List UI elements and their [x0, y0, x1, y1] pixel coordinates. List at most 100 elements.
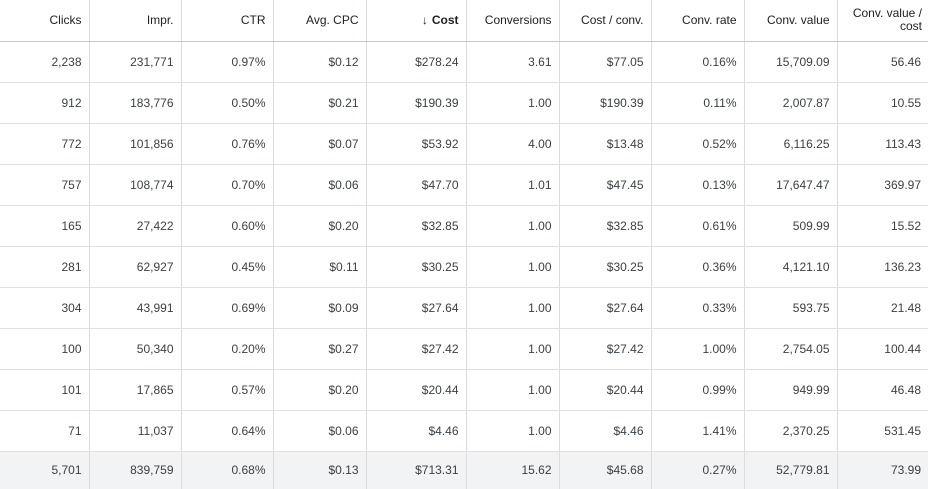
cell-cost: $190.39 [366, 82, 467, 124]
cell-clicks: 757 [0, 164, 90, 206]
cell-conversions: 1.00 [466, 410, 560, 452]
cell-conv-value: 17,647.47 [744, 164, 838, 206]
cell-ctr: 0.76% [181, 123, 274, 165]
cell-cost: $4.46 [366, 410, 467, 452]
cell-conv-value-per-cost: 15.52 [837, 205, 928, 247]
table-row[interactable]: 71 11,037 0.64% $0.06 $4.46 1.00 $4.46 1.41% 2,3… [0, 410, 928, 452]
column-header-conv-value-per-cost[interactable]: Conv. value / cost [837, 0, 928, 42]
column-header-conv-rate[interactable]: Conv. rate [651, 0, 745, 42]
cell-conv-rate: 1.41% [651, 410, 745, 452]
cell-ctr: 0.70% [181, 164, 274, 206]
cell-avg-cpc: $0.27 [273, 328, 367, 370]
cell-conv-value: 2,007.87 [744, 82, 838, 124]
cell-conversions: 3.61 [466, 41, 560, 83]
column-header-label: Cost [431, 12, 459, 27]
cell-ctr: 0.60% [181, 205, 274, 247]
cell-conv-value-per-cost: 531.45 [837, 410, 928, 452]
cell-cost-per-conv: $30.25 [559, 246, 652, 288]
cell-conv-value-per-cost: 113.43 [837, 123, 928, 165]
table-row[interactable]: 912 183,776 0.50% $0.21 $190.39 1.00 $190.39 0.… [0, 82, 928, 124]
cell-clicks: 165 [0, 205, 90, 247]
cell-clicks: 304 [0, 287, 90, 329]
cell-cost-per-conv: $32.85 [559, 205, 652, 247]
cell-conv-value: 509.99 [744, 205, 838, 247]
cell-avg-cpc: $0.11 [273, 246, 367, 288]
cell-conv-value: 15,709.09 [744, 41, 838, 83]
table-row[interactable]: 101 17,865 0.57% $0.20 $20.44 1.00 $20.44 0.99%… [0, 369, 928, 411]
column-header-cost[interactable]: ↓ Cost [366, 0, 467, 42]
cell-clicks: 101 [0, 369, 90, 411]
cell-cost: $47.70 [366, 164, 467, 206]
total-row: 5,701 839,759 0.68% $0.13 $713.31 15.62 $45.68… [0, 451, 928, 489]
cell-cost-per-conv: $47.45 [559, 164, 652, 206]
table-row[interactable]: 757 108,774 0.70% $0.06 $47.70 1.01 $47.45 0.13… [0, 164, 928, 206]
table-row[interactable]: 2,238 231,771 0.97% $0.12 $278.24 3.61 $77.05 0… [0, 41, 928, 83]
table-row[interactable]: 772 101,856 0.76% $0.07 $53.92 4.00 $13.48 0.52… [0, 123, 928, 165]
cell-ctr: 0.45% [181, 246, 274, 288]
total-cell-conversions: 15.62 [466, 451, 560, 489]
cell-impressions: 27,422 [89, 205, 182, 247]
cell-impressions: 50,340 [89, 328, 182, 370]
cell-avg-cpc: $0.09 [273, 287, 367, 329]
total-cell-conv-value-per-cost: 73.99 [837, 451, 928, 489]
column-header-label: Conv. value / cost [852, 6, 922, 34]
column-header-avg-cpc[interactable]: Avg. CPC [273, 0, 367, 42]
cell-cost: $20.44 [366, 369, 467, 411]
cell-conversions: 1.00 [466, 246, 560, 288]
column-header-ctr[interactable]: CTR [181, 0, 274, 42]
cell-conv-rate: 0.33% [651, 287, 745, 329]
cell-conv-rate: 0.36% [651, 246, 745, 288]
table-row[interactable]: 100 50,340 0.20% $0.27 $27.42 1.00 $27.42 1.00%… [0, 328, 928, 370]
cell-conv-rate: 0.16% [651, 41, 745, 83]
table-body: 2,238 231,771 0.97% $0.12 $278.24 3.61 $77.05 0… [0, 41, 928, 489]
cell-conv-rate: 0.11% [651, 82, 745, 124]
cell-conversions: 1.00 [466, 82, 560, 124]
cell-cost: $53.92 [366, 123, 467, 165]
table-row[interactable]: 304 43,991 0.69% $0.09 $27.64 1.00 $27.64 0.33%… [0, 287, 928, 329]
cell-clicks: 2,238 [0, 41, 90, 83]
total-cell-cost-per-conv: $45.68 [559, 451, 652, 489]
cell-cost-per-conv: $13.48 [559, 123, 652, 165]
column-header-conversions[interactable]: Conversions [466, 0, 560, 42]
cell-conversions: 1.00 [466, 287, 560, 329]
arrow-down-icon: ↓ [421, 12, 428, 27]
cell-conversions: 1.01 [466, 164, 560, 206]
cell-conv-value: 4,121.10 [744, 246, 838, 288]
cell-conv-value-per-cost: 136.23 [837, 246, 928, 288]
cell-conv-rate: 0.52% [651, 123, 745, 165]
cell-conv-value-per-cost: 21.48 [837, 287, 928, 329]
cell-cost: $278.24 [366, 41, 467, 83]
cell-avg-cpc: $0.12 [273, 41, 367, 83]
total-cell-clicks: 5,701 [0, 451, 90, 489]
cell-conv-value: 2,754.05 [744, 328, 838, 370]
cell-cost-per-conv: $4.46 [559, 410, 652, 452]
cell-cost-per-conv: $27.42 [559, 328, 652, 370]
cell-impressions: 11,037 [89, 410, 182, 452]
cell-impressions: 231,771 [89, 41, 182, 83]
table-row[interactable]: 165 27,422 0.60% $0.20 $32.85 1.00 $32.85 0.61%… [0, 205, 928, 247]
cell-conv-rate: 0.13% [651, 164, 745, 206]
cell-avg-cpc: $0.06 [273, 164, 367, 206]
total-cell-conv-rate: 0.27% [651, 451, 745, 489]
cell-conv-value: 949.99 [744, 369, 838, 411]
cell-ctr: 0.57% [181, 369, 274, 411]
column-header-impressions[interactable]: Impr. [89, 0, 182, 42]
cell-conv-value-per-cost: 46.48 [837, 369, 928, 411]
cell-clicks: 281 [0, 246, 90, 288]
cell-conv-value-per-cost: 100.44 [837, 328, 928, 370]
cell-cost: $32.85 [366, 205, 467, 247]
column-header-label: Conv. value [767, 12, 830, 27]
cell-cost-per-conv: $77.05 [559, 41, 652, 83]
column-header-conv-value[interactable]: Conv. value [744, 0, 838, 42]
cell-clicks: 100 [0, 328, 90, 370]
column-header-clicks[interactable]: Clicks [0, 0, 90, 42]
cell-conversions: 1.00 [466, 369, 560, 411]
column-header-label: Impr. [146, 12, 174, 27]
column-header-label: Avg. CPC [306, 12, 359, 27]
total-cell-impressions: 839,759 [89, 451, 182, 489]
cell-cost: $27.64 [366, 287, 467, 329]
column-header-cost-per-conv[interactable]: Cost / conv. [559, 0, 652, 42]
column-header-label: Cost / conv. [581, 12, 644, 27]
table-row[interactable]: 281 62,927 0.45% $0.11 $30.25 1.00 $30.25 0.36%… [0, 246, 928, 288]
cell-conv-value: 593.75 [744, 287, 838, 329]
